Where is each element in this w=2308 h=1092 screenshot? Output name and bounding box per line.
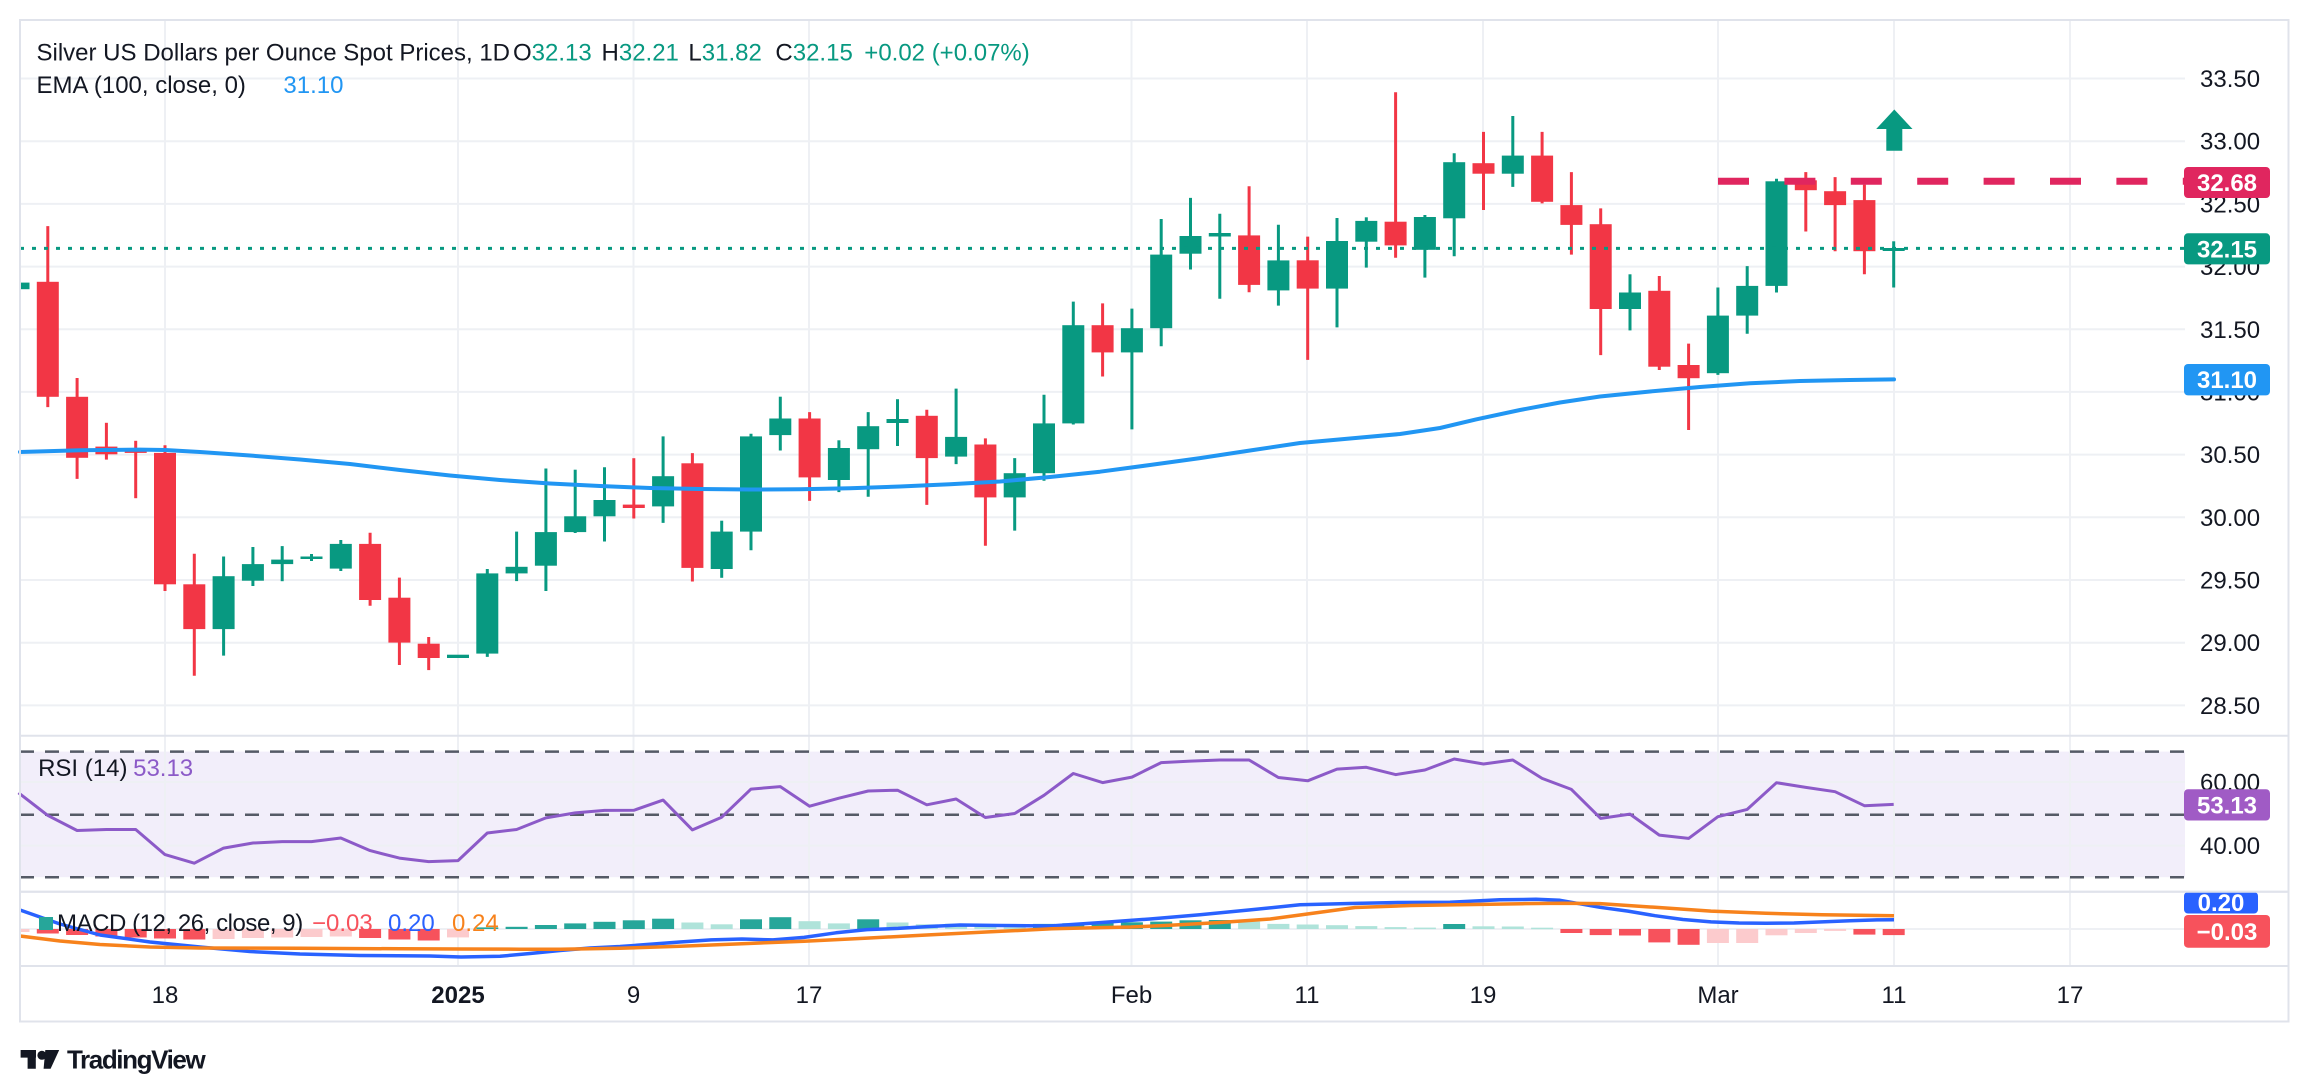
- svg-text:0.24: 0.24: [452, 910, 499, 937]
- svg-text:28.50: 28.50: [2200, 693, 2260, 720]
- svg-text:19: 19: [1470, 982, 1497, 1009]
- svg-text:31.50: 31.50: [2200, 317, 2260, 344]
- svg-text:C32.15: C32.15: [775, 40, 852, 67]
- svg-text:29.50: 29.50: [2200, 568, 2260, 595]
- svg-text:+0.02 (+0.07%): +0.02 (+0.07%): [864, 40, 1029, 67]
- svg-text:2025: 2025: [431, 982, 484, 1009]
- svg-text:RSI (14): RSI (14): [38, 755, 127, 782]
- svg-text:0.20: 0.20: [2198, 890, 2245, 917]
- svg-text:18: 18: [152, 982, 179, 1009]
- svg-text:33.00: 33.00: [2200, 129, 2260, 156]
- svg-text:L31.82: L31.82: [688, 40, 761, 67]
- svg-text:11: 11: [1882, 982, 1907, 1009]
- svg-text:53.13: 53.13: [133, 755, 193, 782]
- svg-text:32.68: 32.68: [2197, 170, 2257, 197]
- svg-text:−0.03: −0.03: [312, 910, 373, 937]
- svg-text:30.00: 30.00: [2200, 505, 2260, 532]
- svg-text:40.00: 40.00: [2200, 833, 2260, 860]
- svg-text:−0.03: −0.03: [2197, 919, 2258, 946]
- svg-text:29.00: 29.00: [2200, 630, 2260, 657]
- svg-text:33.50: 33.50: [2200, 66, 2260, 93]
- svg-text:17: 17: [796, 982, 823, 1009]
- svg-text:0.20: 0.20: [388, 910, 435, 937]
- svg-text:Silver US Dollars per Ounce Sp: Silver US Dollars per Ounce Spot Prices,…: [37, 40, 511, 67]
- svg-text:Mar: Mar: [1697, 982, 1738, 1009]
- svg-text:MACD (12, 26, close, 9): MACD (12, 26, close, 9): [57, 910, 303, 937]
- svg-text:11: 11: [1295, 982, 1320, 1009]
- svg-text:EMA (100, close, 0): EMA (100, close, 0): [37, 72, 246, 99]
- svg-text:17: 17: [2057, 982, 2084, 1009]
- svg-text:9: 9: [627, 982, 640, 1009]
- svg-text:32.15: 32.15: [2197, 236, 2257, 263]
- svg-text:O32.13: O32.13: [513, 40, 592, 67]
- svg-text:31.10: 31.10: [2197, 367, 2257, 394]
- svg-text:TradingView: TradingView: [67, 1045, 206, 1075]
- svg-text:30.50: 30.50: [2200, 442, 2260, 469]
- svg-text:H32.21: H32.21: [602, 40, 679, 67]
- svg-text:Feb: Feb: [1111, 982, 1152, 1009]
- svg-text:53.13: 53.13: [2197, 792, 2257, 819]
- svg-text:31.10: 31.10: [283, 72, 343, 99]
